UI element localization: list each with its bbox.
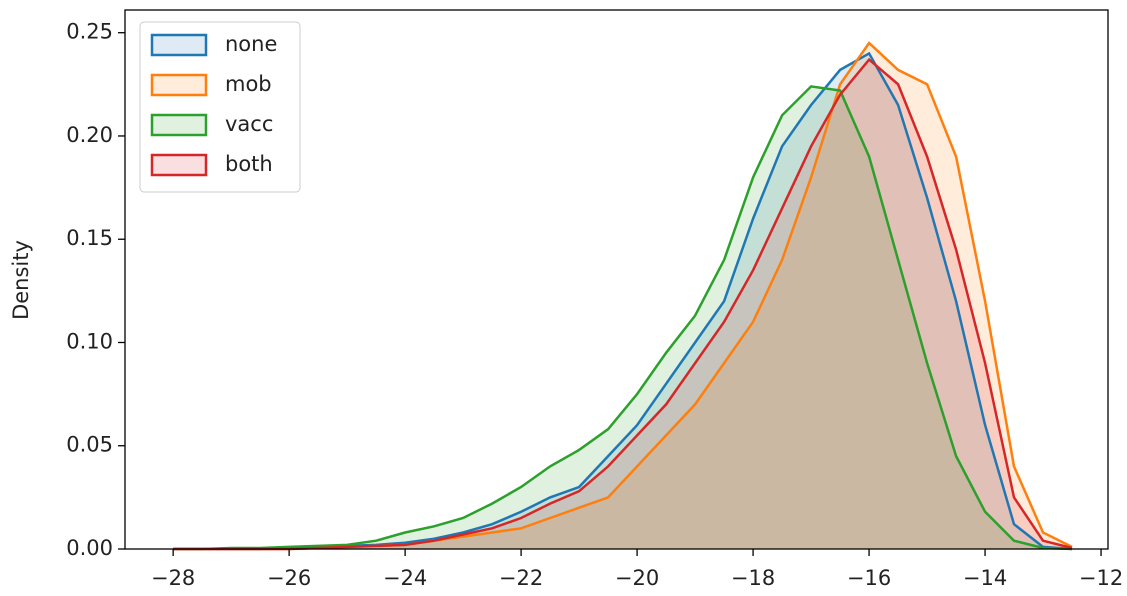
y-tick-label: 0.05 (66, 433, 113, 457)
y-tick-label: 0.15 (66, 226, 113, 250)
legend-label: none (225, 32, 277, 56)
x-tick-label: −22 (499, 566, 543, 590)
x-tick-label: −14 (963, 566, 1007, 590)
legend-patch (150, 153, 208, 177)
legend-box (139, 21, 301, 193)
x-tick-label: −16 (847, 566, 891, 590)
legend-patch (150, 113, 208, 137)
x-tick-label: −26 (267, 566, 311, 590)
x-tick-label: −20 (615, 566, 659, 590)
area (173, 53, 1073, 550)
x-tick-label: −18 (731, 566, 775, 590)
legend-patch (150, 33, 208, 57)
y-tick-label: 0.20 (66, 123, 113, 147)
x-tick-label: −28 (151, 566, 195, 590)
y-axis-label: Density (9, 240, 33, 320)
legend-label: both (225, 152, 273, 176)
area (173, 86, 1073, 550)
legend-patch (150, 73, 208, 97)
x-tick-label: −12 (1079, 566, 1123, 590)
legend-label: vacc (225, 112, 273, 136)
area (173, 59, 1073, 549)
x-tick-label: −24 (383, 566, 427, 590)
y-tick-label: 0.10 (66, 329, 113, 353)
y-tick-label: 0.00 (66, 536, 113, 560)
area (173, 43, 1073, 549)
plot-frame (124, 9, 1109, 550)
line (173, 85, 1073, 551)
y-tick-label: 0.25 (66, 20, 113, 44)
legend-label: mob (225, 72, 272, 96)
line (173, 57, 1073, 551)
